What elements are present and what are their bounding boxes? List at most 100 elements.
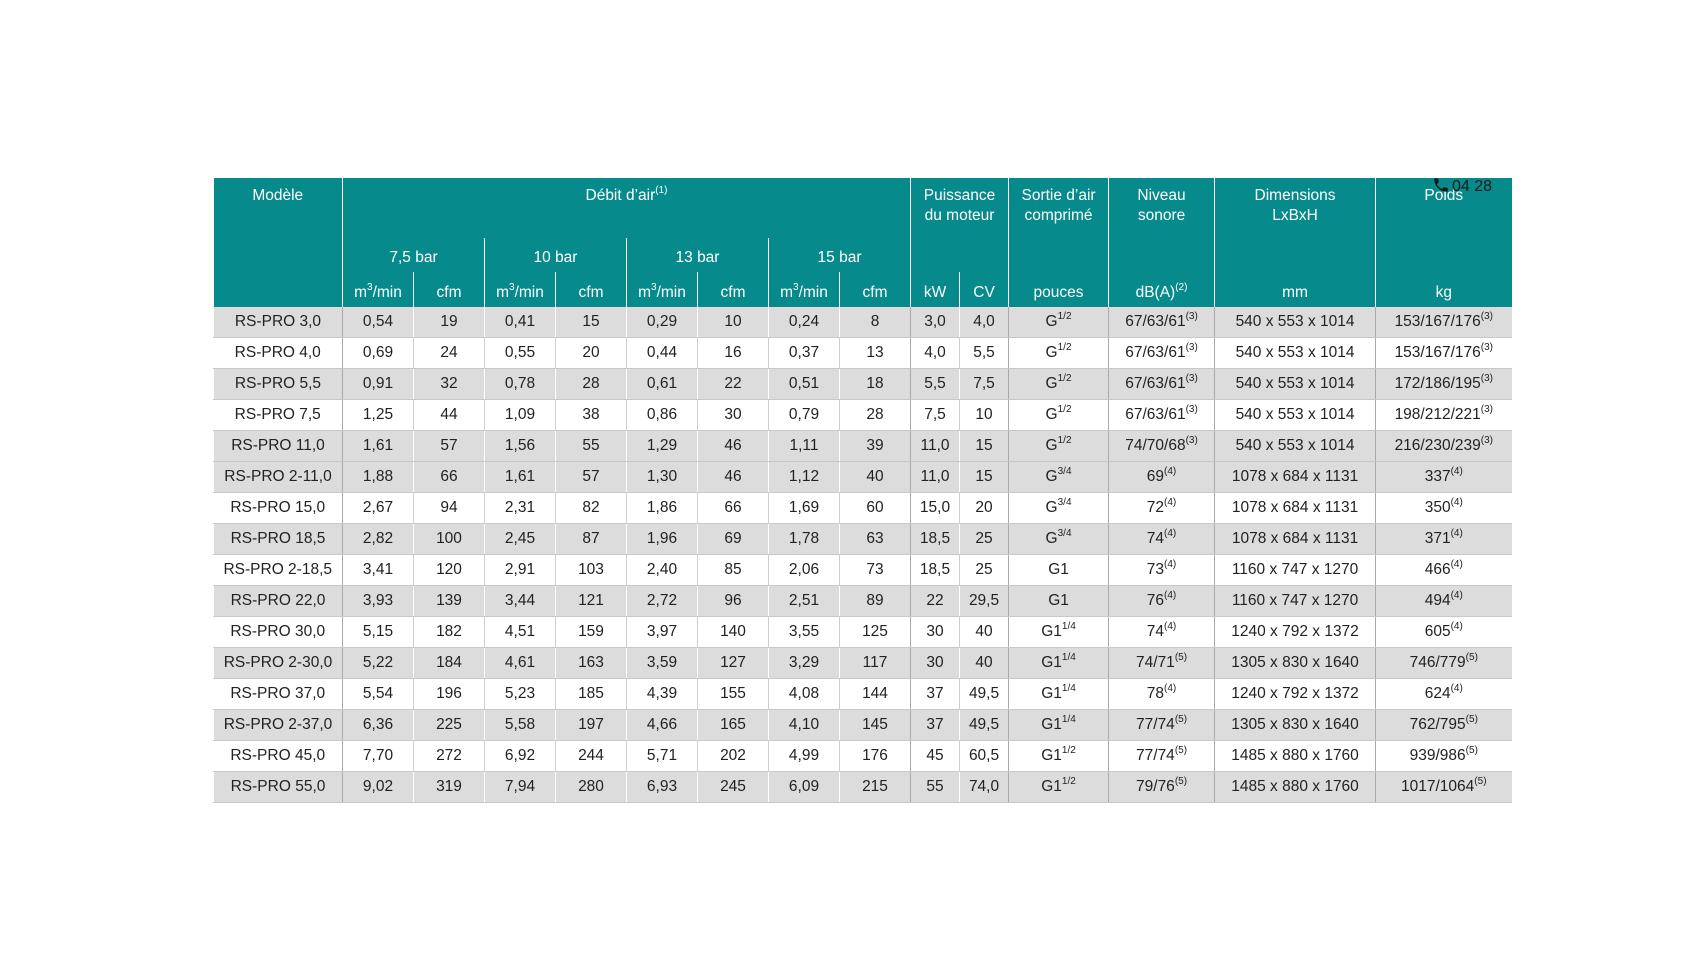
- cell-flow-7-5-cfm: 44: [413, 399, 485, 431]
- cell-power-kw: 37: [910, 678, 960, 710]
- cell-power-cv: 4,0: [959, 307, 1009, 338]
- cell-flow-7-5-cfm: 319: [413, 771, 485, 803]
- cell-power-kw: 30: [910, 616, 960, 648]
- cell-model: RS-PRO 2-11,0: [213, 461, 343, 493]
- cell-flow-15-m3: 4,99: [768, 740, 840, 772]
- cell-flow-15-m3: 4,08: [768, 678, 840, 710]
- cell-flow-13-m3: 0,44: [626, 337, 698, 369]
- cell-dimensions: 540 x 553 x 1014: [1214, 307, 1376, 338]
- cell-flow-7-5-cfm: 196: [413, 678, 485, 710]
- cell-flow-7-5-m3: 2,82: [342, 523, 414, 555]
- cell-flow-13-cfm: 127: [697, 647, 769, 679]
- cell-power-cv: 29,5: [959, 585, 1009, 617]
- cell-flow-15-m3: 1,12: [768, 461, 840, 493]
- cell-power-kw: 4,0: [910, 337, 960, 369]
- cell-power-kw: 7,5: [910, 399, 960, 431]
- cell-noise: 77/74(5): [1108, 709, 1215, 741]
- cell-flow-10-m3: 7,94: [484, 771, 556, 803]
- cell-flow-7-5-m3: 9,02: [342, 771, 414, 803]
- table-row: RS-PRO 45,0 7,70 272 6,92 244 5,71 202 4,99 176 4…: [213, 740, 1512, 772]
- cell-noise: 79/76(5): [1108, 771, 1215, 803]
- cell-flow-15-m3: 1,69: [768, 492, 840, 524]
- cell-flow-13-m3: 2,72: [626, 585, 698, 617]
- cell-power-kw: 11,0: [910, 430, 960, 462]
- cell-outlet: G11/4: [1008, 616, 1109, 648]
- unit-cfm: cfm: [697, 272, 769, 307]
- cell-flow-13-m3: 4,39: [626, 678, 698, 710]
- cell-flow-7-5-cfm: 182: [413, 616, 485, 648]
- cell-flow-7-5-m3: 3,93: [342, 585, 414, 617]
- cell-flow-10-m3: 2,31: [484, 492, 556, 524]
- cell-dimensions: 540 x 553 x 1014: [1214, 368, 1376, 400]
- cell-noise: 78(4): [1108, 678, 1215, 710]
- cell-power-kw: 37: [910, 709, 960, 741]
- cell-outlet: G1: [1008, 585, 1109, 617]
- header-pressure-13: 13 bar: [626, 237, 769, 272]
- cell-flow-10-m3: 1,61: [484, 461, 556, 493]
- cell-power-cv: 20: [959, 492, 1009, 524]
- cell-outlet: G1/2: [1008, 430, 1109, 462]
- cell-flow-7-5-m3: 0,91: [342, 368, 414, 400]
- cell-power-cv: 49,5: [959, 709, 1009, 741]
- cell-flow-10-cfm: 244: [555, 740, 627, 772]
- cell-power-kw: 15,0: [910, 492, 960, 524]
- unit-cv: CV: [959, 272, 1009, 307]
- cell-dimensions: 540 x 553 x 1014: [1214, 337, 1376, 369]
- cell-flow-10-m3: 0,55: [484, 337, 556, 369]
- cell-flow-15-m3: 1,11: [768, 430, 840, 462]
- header-dimensions: Dimensions LxBxH: [1214, 178, 1376, 238]
- cell-weight: 153/167/176(3): [1375, 337, 1512, 369]
- cell-flow-13-cfm: 165: [697, 709, 769, 741]
- cell-power-kw: 22: [910, 585, 960, 617]
- cell-outlet: G1/2: [1008, 307, 1109, 338]
- unit-dba: dB(A)(2): [1108, 272, 1215, 307]
- cell-power-cv: 7,5: [959, 368, 1009, 400]
- cell-weight: 605(4): [1375, 616, 1512, 648]
- cell-model: RS-PRO 2-18,5: [213, 554, 343, 586]
- cell-flow-10-cfm: 280: [555, 771, 627, 803]
- table-row: RS-PRO 18,5 2,82 100 2,45 87 1,96 69 1,78 63 18,5…: [213, 523, 1512, 555]
- header-pressure-15: 15 bar: [767, 237, 911, 272]
- header-airflow: Débit d’air(1): [341, 178, 911, 238]
- header-pressure-10: 10 bar: [484, 237, 627, 272]
- header-noise-spacer: [1108, 237, 1215, 272]
- cell-model: RS-PRO 5,5: [213, 368, 343, 400]
- cell-outlet: G11/2: [1008, 771, 1109, 803]
- unit-m3-min: m3/min: [342, 272, 414, 307]
- cell-power-cv: 60,5: [959, 740, 1009, 772]
- cell-model: RS-PRO 45,0: [213, 740, 343, 772]
- cell-model: RS-PRO 30,0: [213, 616, 343, 648]
- cell-flow-15-cfm: 63: [838, 523, 911, 555]
- table-row: RS-PRO 30,0 5,15 182 4,51 159 3,97 140 3,55 125 3…: [213, 616, 1512, 648]
- table-row: RS-PRO 37,0 5,54 196 5,23 185 4,39 155 4,08 144 3…: [213, 678, 1512, 710]
- cell-flow-15-m3: 1,78: [768, 523, 840, 555]
- table-row: RS-PRO 2-18,5 3,41 120 2,91 103 2,40 85 2,06 73 1…: [213, 554, 1512, 586]
- cell-flow-10-cfm: 103: [555, 554, 627, 586]
- cell-flow-10-cfm: 20: [555, 337, 627, 369]
- cell-flow-7-5-cfm: 94: [413, 492, 485, 524]
- cell-flow-15-m3: 0,79: [768, 399, 840, 431]
- unit-cfm: cfm: [413, 272, 485, 307]
- cell-flow-10-m3: 3,44: [484, 585, 556, 617]
- cell-dimensions: 1078 x 684 x 1131: [1214, 461, 1376, 493]
- cell-flow-15-cfm: 8: [838, 307, 911, 338]
- cell-flow-15-m3: 0,24: [768, 307, 840, 338]
- cell-weight: 153/167/176(3): [1375, 307, 1512, 338]
- cell-flow-10-m3: 2,91: [484, 554, 556, 586]
- cell-outlet: G11/2: [1008, 740, 1109, 772]
- cell-weight: 172/186/195(3): [1375, 368, 1512, 400]
- cell-flow-7-5-cfm: 100: [413, 523, 485, 555]
- cell-weight: 624(4): [1375, 678, 1512, 710]
- cell-power-cv: 25: [959, 554, 1009, 586]
- cell-noise: 73(4): [1108, 554, 1215, 586]
- cell-noise: 74/71(5): [1108, 647, 1215, 679]
- cell-flow-13-m3: 1,96: [626, 523, 698, 555]
- cell-flow-10-cfm: 197: [555, 709, 627, 741]
- cell-power-cv: 15: [959, 461, 1009, 493]
- header-pressure-7-5: 7,5 bar: [342, 237, 485, 272]
- cell-flow-15-cfm: 145: [838, 709, 911, 741]
- cell-flow-13-cfm: 10: [697, 307, 769, 338]
- cell-weight: 337(4): [1375, 461, 1512, 493]
- cell-dimensions: 1305 x 830 x 1640: [1214, 647, 1376, 679]
- cell-power-kw: 5,5: [910, 368, 960, 400]
